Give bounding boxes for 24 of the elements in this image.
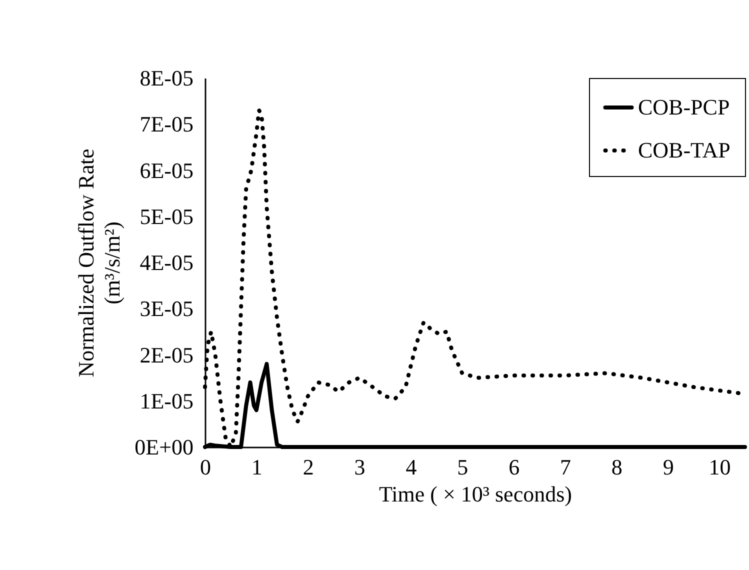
x-tick-label: 0 — [200, 454, 211, 480]
legend-label: COB-TAP — [638, 138, 730, 162]
y-tick-label: 2E-05 — [140, 342, 194, 368]
y-tick-label: 3E-05 — [140, 296, 194, 322]
x-tick-label: 7 — [560, 454, 571, 480]
x-tick-label: 6 — [508, 454, 520, 480]
y-tick-label: 5E-05 — [140, 204, 194, 229]
x-axis-title: Time ( × 10³ seconds) — [379, 482, 572, 506]
x-tick-label: 3 — [354, 454, 366, 480]
legend-label: COB-PCP — [638, 94, 730, 120]
x-tick-label: 9 — [662, 454, 674, 480]
x-tick-label: 4 — [406, 454, 417, 480]
x-tick-label: 2 — [302, 454, 314, 480]
y-tick-label: 6E-05 — [140, 158, 194, 183]
y-tick-label: 7E-05 — [140, 112, 194, 137]
y-tick-label: 1E-05 — [140, 388, 194, 414]
y-axis-title: Normalized Outflow Rate (m³/s/m²) — [74, 148, 125, 378]
y-tick-label: 0E+00 — [134, 434, 194, 460]
x-tick-label: 10 — [708, 454, 731, 480]
y-tick-label: 8E-05 — [140, 66, 194, 90]
x-tick-label: 5 — [457, 454, 468, 480]
y-tick-label: 4E-05 — [140, 250, 194, 275]
x-tick-label: 1 — [251, 454, 262, 480]
x-tick-label: 8 — [611, 454, 622, 480]
